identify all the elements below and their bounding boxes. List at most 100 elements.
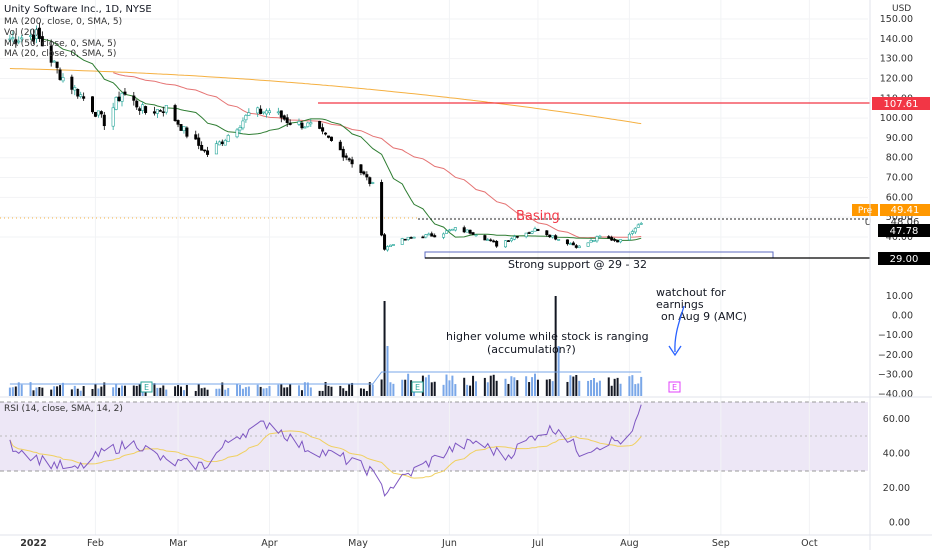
candle-body <box>200 144 204 151</box>
earnings-marker-feb[interactable]: E <box>140 381 153 393</box>
candle-body <box>206 150 210 155</box>
candle-body <box>247 112 251 116</box>
ma-path <box>113 72 642 239</box>
volume-bar <box>342 388 345 396</box>
candle-body <box>568 243 572 245</box>
volume-bar <box>401 379 404 396</box>
price-tick-label: 50.00 <box>886 212 913 223</box>
price-tick-label: 100.00 <box>880 113 913 124</box>
volume-bar <box>475 381 477 396</box>
volume-bar <box>466 384 469 396</box>
volume-bar <box>215 388 218 396</box>
volume-bar <box>404 379 407 396</box>
last-price-badge <box>878 224 930 237</box>
volume-bar <box>339 385 342 396</box>
volume-bar <box>448 380 451 396</box>
candle-body <box>226 135 230 142</box>
price-tick-label: 40.00 <box>886 232 913 243</box>
volume-bar <box>221 382 224 396</box>
volume-bar <box>362 388 365 396</box>
candle-body <box>527 232 531 234</box>
volume-bar <box>595 382 598 396</box>
support-label: Strong support @ 29 - 32 <box>508 258 647 271</box>
volume-bar <box>587 380 590 396</box>
volume-bar <box>548 379 551 396</box>
volume-bar <box>236 383 239 396</box>
candle-body <box>20 37 24 40</box>
candle-body <box>421 236 425 239</box>
candle-body <box>462 227 466 233</box>
candle-body <box>548 234 552 238</box>
candle-body <box>120 92 124 102</box>
candle-body <box>11 37 15 40</box>
volume-bar <box>197 384 200 396</box>
volume-bar <box>100 386 103 396</box>
candle-body <box>551 235 555 238</box>
candle-body <box>515 236 519 238</box>
candle-body <box>318 120 322 129</box>
candle-body <box>194 134 198 140</box>
candle-body <box>220 141 224 145</box>
volume-bar <box>407 373 410 396</box>
volume-bar <box>610 385 613 396</box>
candle-body <box>427 233 431 236</box>
candle-body <box>338 141 342 151</box>
volume-bar <box>286 387 289 396</box>
legend-vol: Vol (20) <box>4 28 39 38</box>
candle-body <box>509 238 513 242</box>
ma200-line <box>9 68 642 125</box>
volume-bar <box>79 390 82 396</box>
earnings-note-3: on Aug 9 (AMC) <box>661 310 747 323</box>
volume-bar <box>483 377 486 396</box>
candle-body <box>155 109 159 114</box>
volume-bar <box>303 382 306 396</box>
earnings-marker-may[interactable]: E <box>411 381 424 393</box>
candle-body <box>73 87 77 91</box>
volume-bar <box>365 390 368 396</box>
volume-bar <box>427 374 430 396</box>
volume-bar <box>554 296 557 396</box>
volume-bar <box>371 384 374 396</box>
earnings-marker-aug[interactable]: E <box>668 381 681 393</box>
candle-body <box>503 240 507 248</box>
candle-body <box>347 158 351 161</box>
volume-bar <box>351 382 354 396</box>
volume-bar <box>640 376 643 396</box>
osc-tick-label: 0.00 <box>892 311 913 322</box>
ma50-line <box>113 72 642 239</box>
candle-body <box>244 114 248 121</box>
candle-body <box>607 236 611 239</box>
rsi-tick-label: 20.00 <box>883 483 910 494</box>
candle-body <box>533 228 537 232</box>
candle-body <box>453 227 457 231</box>
volume-bar <box>578 380 581 396</box>
volume-bar <box>318 390 321 396</box>
volume-bar <box>177 385 180 396</box>
volume-bar <box>224 389 227 396</box>
candle-body <box>368 177 372 184</box>
u-label: U <box>865 218 872 228</box>
volume-bar <box>528 382 531 396</box>
candle-body <box>161 111 165 113</box>
volume-bar <box>289 383 292 396</box>
candle-body <box>489 239 493 242</box>
volume-bar <box>76 388 79 396</box>
candle-body <box>557 239 561 241</box>
candle-body <box>433 235 437 238</box>
volume-bar <box>73 385 76 396</box>
candle-body <box>385 246 389 251</box>
time-tick-label: Jun <box>441 538 457 549</box>
candle-body <box>545 230 549 236</box>
candles[interactable] <box>8 22 643 252</box>
basing-label: Basing <box>516 209 560 224</box>
volume-bar <box>359 388 362 396</box>
candle-body <box>633 227 637 233</box>
volume-bar <box>380 379 383 396</box>
candle-body <box>217 141 221 146</box>
volume-bar <box>244 387 247 396</box>
volume-bar <box>536 379 539 396</box>
earnings-note-2: earnings <box>656 298 704 311</box>
candle-body <box>350 159 354 165</box>
volume-bar <box>472 375 475 396</box>
